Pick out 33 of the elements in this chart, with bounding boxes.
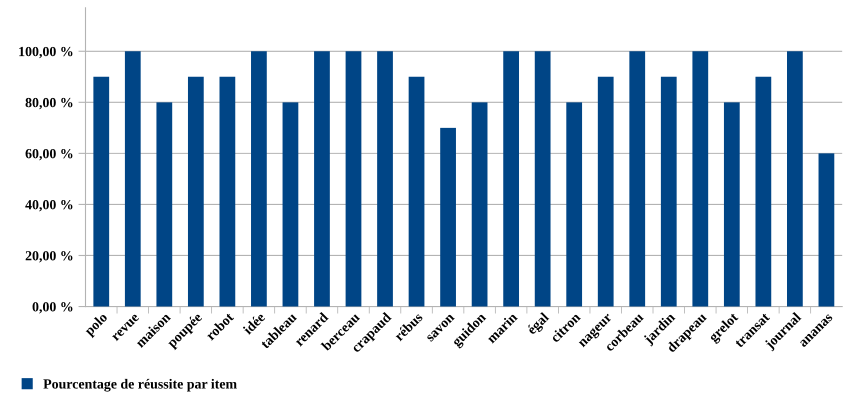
bar <box>472 102 488 307</box>
bar <box>408 76 424 307</box>
bar <box>660 76 677 307</box>
x-tick-label: égal <box>526 312 552 337</box>
bar <box>282 102 298 307</box>
bar <box>124 51 141 307</box>
bar <box>692 51 708 307</box>
bar <box>598 76 614 307</box>
bar <box>219 76 236 307</box>
bar <box>787 51 803 307</box>
bar <box>440 128 456 307</box>
bar <box>156 102 172 307</box>
bar <box>503 51 520 307</box>
bar <box>534 51 551 307</box>
bar <box>818 153 834 307</box>
bar <box>377 51 393 307</box>
bar <box>755 76 772 307</box>
bar <box>93 76 110 307</box>
y-tick-label: 100,00 % <box>19 46 72 58</box>
x-tick-label: polo <box>83 312 110 338</box>
bar <box>251 51 267 307</box>
y-tick-label: 40,00 % <box>25 200 72 212</box>
bar <box>724 102 740 307</box>
y-tick-label: 20,00 % <box>26 251 72 262</box>
bar <box>629 51 646 307</box>
bar <box>566 102 582 307</box>
legend-label: Pourcentage de réussite par item <box>43 378 237 392</box>
y-tick-label: 80,00 % <box>26 98 72 110</box>
bar <box>346 51 362 307</box>
bar <box>314 51 330 307</box>
y-tick-label: 0,00 % <box>32 302 72 314</box>
y-tick-label: 60,00 % <box>26 148 72 160</box>
bar <box>188 76 204 307</box>
